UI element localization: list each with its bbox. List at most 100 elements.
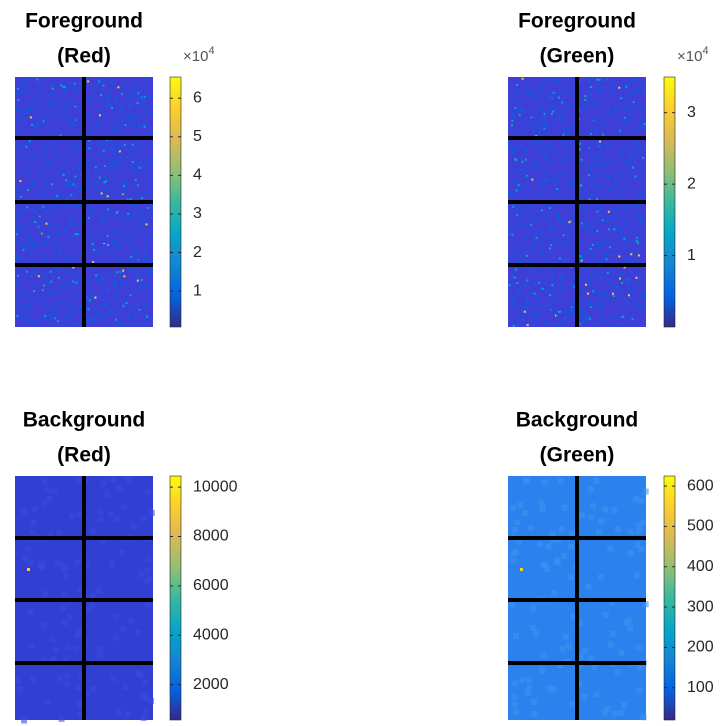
- image-texture: [90, 213, 93, 216]
- image-texture: [71, 121, 74, 124]
- image-texture: [74, 233, 77, 236]
- image-texture: [87, 170, 90, 173]
- image-texture: [115, 160, 118, 163]
- image-texture: [30, 676, 37, 683]
- image-texture: [634, 302, 637, 305]
- image-texture: [147, 207, 150, 210]
- image-texture: [39, 171, 42, 174]
- image-texture: [558, 117, 561, 120]
- image-texture: [559, 276, 562, 279]
- image-texture: [32, 208, 35, 211]
- image-texture: [68, 271, 71, 274]
- image-texture: [63, 186, 66, 189]
- image-texture: [78, 110, 81, 113]
- image-texture: [539, 216, 542, 219]
- image-texture: [639, 519, 646, 526]
- image-texture: [144, 488, 151, 495]
- image-texture: [25, 546, 32, 553]
- image-texture: [558, 526, 565, 533]
- image-texture: [515, 171, 518, 174]
- image-texture: [568, 309, 571, 312]
- image-texture: [145, 601, 152, 608]
- image-texture: [514, 270, 517, 273]
- image-texture: [637, 211, 640, 214]
- image-texture: [621, 702, 628, 709]
- image-texture: [580, 109, 583, 112]
- image-texture: [539, 181, 542, 184]
- image-texture: [29, 241, 32, 244]
- image-texture: [126, 257, 129, 260]
- image-texture: [122, 284, 125, 287]
- image-texture: [85, 97, 88, 100]
- image-texture: [615, 229, 618, 232]
- image-texture: [122, 302, 125, 305]
- image-texture: [141, 220, 144, 223]
- image-texture: [104, 304, 107, 307]
- image-texture: [590, 163, 593, 166]
- image-texture: [137, 92, 140, 95]
- image-texture: [45, 222, 48, 225]
- image-texture: [587, 193, 590, 196]
- image-texture: [141, 287, 144, 290]
- image-texture: [58, 561, 65, 568]
- image-texture: [610, 294, 613, 297]
- image-texture: [146, 273, 149, 276]
- image-texture: [86, 236, 89, 239]
- image-texture: [74, 255, 77, 258]
- image-texture: [61, 115, 64, 118]
- image-texture: [622, 96, 625, 99]
- image-texture: [50, 309, 53, 312]
- image-texture: [526, 183, 529, 186]
- image-texture: [104, 165, 107, 168]
- image-texture: [116, 128, 119, 131]
- image-texture: [549, 207, 552, 210]
- image-texture: [579, 324, 582, 327]
- image-texture: [519, 110, 522, 113]
- image-texture: [515, 129, 518, 132]
- image-texture: [544, 179, 547, 182]
- image-texture: [139, 692, 146, 699]
- image-texture: [125, 477, 132, 484]
- image-texture: [55, 117, 58, 120]
- image-texture: [522, 109, 525, 112]
- image-texture: [63, 672, 70, 679]
- image-texture: [138, 278, 141, 281]
- image-texture: [68, 270, 71, 273]
- image-texture: [44, 297, 47, 300]
- image-texture: [573, 285, 576, 288]
- image-texture: [513, 161, 516, 164]
- image-texture: [538, 667, 545, 674]
- image-texture: [516, 179, 519, 182]
- image-texture: [30, 520, 37, 527]
- image-texture: [117, 256, 120, 259]
- image-texture: [581, 321, 584, 324]
- image-texture: [589, 280, 592, 283]
- image-texture: [36, 198, 39, 201]
- image-texture: [538, 90, 541, 93]
- image-texture: [64, 115, 67, 118]
- image-texture: [519, 217, 522, 220]
- image-texture: [74, 184, 77, 187]
- image-texture: [601, 86, 604, 89]
- image-texture: [134, 95, 137, 98]
- image-texture: [530, 223, 533, 226]
- image-texture: [541, 192, 544, 195]
- image-texture: [526, 324, 529, 327]
- image-texture: [635, 240, 638, 243]
- colorbar-tick-label: 2: [193, 244, 202, 261]
- image-texture: [533, 304, 536, 307]
- image-texture: [127, 118, 130, 121]
- image-texture: [523, 284, 526, 287]
- image-texture: [100, 78, 103, 81]
- image-texture: [92, 248, 95, 251]
- image-texture: [98, 108, 101, 111]
- image-texture: [551, 277, 554, 280]
- image-texture: [37, 320, 40, 323]
- image-texture: [146, 234, 149, 237]
- image-texture: [565, 144, 568, 147]
- image-texture: [90, 686, 97, 693]
- colorbar-tick-label: 1: [687, 247, 696, 264]
- image-texture: [123, 183, 126, 186]
- image-texture: [86, 185, 89, 188]
- image-texture: [147, 282, 150, 285]
